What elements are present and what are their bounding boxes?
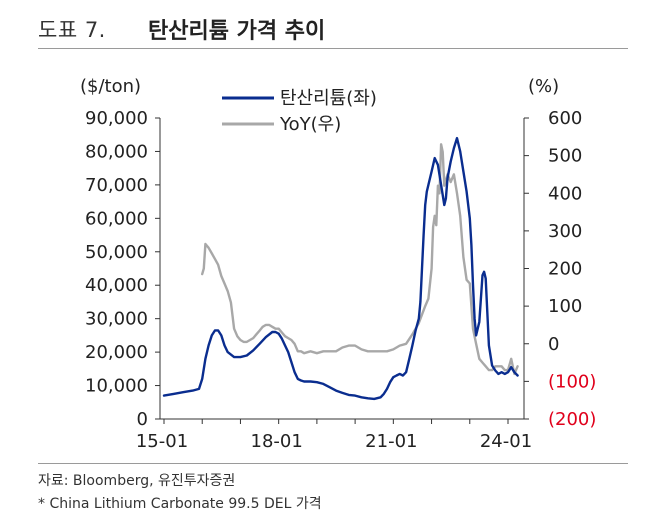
left-tick-label: 80,000 [85,141,148,162]
right-tick-label: 200 [548,259,582,280]
left-tick-label: 0 [137,409,148,430]
source-note: 자료: Bloomberg, 유진투자증권 [38,473,236,489]
figure-header: 도표 7. 탄산리튬 가격 추이 [38,8,628,48]
figure-title: 탄산리튬 가격 추이 [148,19,326,44]
right-tick-label: 300 [548,221,582,242]
price-series-line [162,136,519,401]
x-tick-label: 15-01 [136,431,188,452]
header-divider [38,48,628,49]
right-tick-label: 400 [548,183,582,204]
right-tick-label: 600 [548,108,582,129]
legend-label-yoy: YoY(우) [279,114,341,135]
right-tick-label: 0 [548,334,559,355]
right-tick-label: 100 [548,296,582,317]
legend-label-price: 탄산리튬(좌) [280,88,377,109]
left-tick-label: 50,000 [85,242,148,263]
left-tick-label: 90,000 [85,108,148,129]
right-tick-label: (100) [548,371,596,392]
left-tick-label: 40,000 [85,275,148,296]
right-tick-label: 500 [548,146,582,167]
left-tick-label: 70,000 [85,175,148,196]
right-tick-label: (200) [548,409,596,430]
right-axis-unit: (%) [528,76,559,97]
x-tick-label: 21-01 [365,431,417,452]
left-tick-label: 10,000 [85,376,148,397]
footnote: * China Lithium Carbonate 99.5 DEL 가격 [38,496,322,512]
footer-divider [38,463,628,464]
series-group [162,136,519,401]
left-axis-unit: ($/ton) [80,76,141,97]
yoy-series-line [200,143,519,376]
ticks-group: 0 10,000 20,000 30,000 40,000 50,000 60,000 70,… [80,76,596,452]
x-tick-label: 18-01 [251,431,303,452]
left-tick-label: 60,000 [85,208,148,229]
figure-number: 도표 7. [38,18,106,42]
x-tick-label: 24-01 [480,431,532,452]
axes-group [159,118,525,420]
left-tick-label: 20,000 [85,342,148,363]
left-tick-label: 30,000 [85,309,148,330]
legend-group: 탄산리튬(좌) YoY(우) [222,88,377,135]
